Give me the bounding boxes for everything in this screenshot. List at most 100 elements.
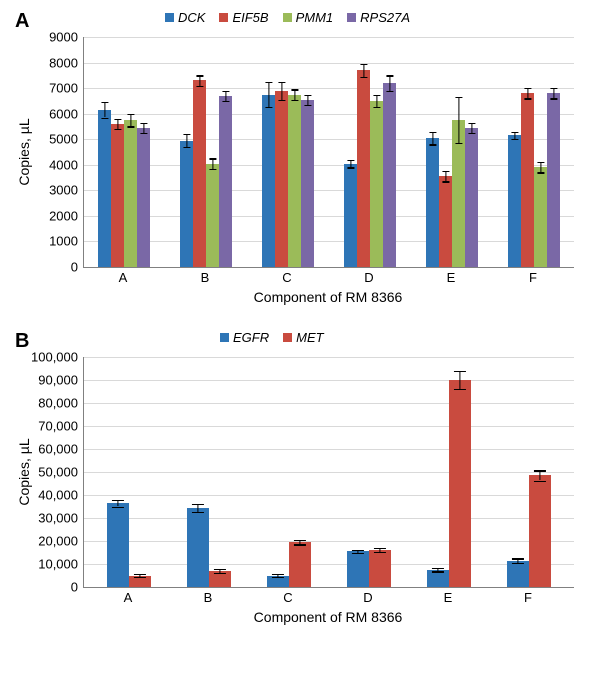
error-cap	[352, 553, 364, 554]
gridline	[84, 495, 574, 496]
bar	[383, 83, 396, 267]
error-cap	[112, 500, 124, 501]
error-cap	[140, 133, 147, 134]
y-tick-label: 30,000	[38, 511, 84, 526]
y-tick-label: 5000	[49, 132, 84, 147]
error-cap	[374, 552, 386, 553]
bar	[547, 93, 560, 267]
error-cap	[432, 568, 444, 569]
error-cap	[537, 162, 544, 163]
error-cap	[442, 171, 449, 172]
error-cap	[291, 89, 298, 90]
legend-text: MET	[296, 330, 323, 345]
error-bar	[186, 134, 187, 147]
error-cap	[101, 102, 108, 103]
bar	[465, 128, 478, 267]
error-cap	[534, 481, 546, 482]
bar	[98, 110, 111, 267]
bar	[507, 561, 529, 587]
error-cap	[214, 569, 226, 570]
error-cap	[134, 577, 146, 578]
x-axis-title: Component of RM 8366	[83, 289, 573, 305]
legend: EGFR MET	[220, 330, 324, 345]
gridline	[84, 63, 574, 64]
error-cap	[196, 86, 203, 87]
error-cap	[442, 181, 449, 182]
error-cap	[272, 574, 284, 575]
x-category-label: A	[119, 270, 128, 285]
bar	[180, 141, 193, 268]
y-tick-label: 8000	[49, 55, 84, 70]
error-cap	[347, 160, 354, 161]
error-cap	[454, 371, 466, 372]
error-cap	[222, 101, 229, 102]
legend-item: RPS27A	[347, 10, 410, 25]
error-cap	[429, 144, 436, 145]
bar	[508, 135, 521, 267]
x-axis-title: Component of RM 8366	[83, 609, 573, 625]
error-cap	[429, 132, 436, 133]
y-tick-label: 0	[71, 580, 84, 595]
x-category-label: D	[363, 590, 372, 605]
error-cap	[192, 512, 204, 513]
error-bar	[130, 114, 131, 127]
error-cap	[454, 389, 466, 390]
error-cap	[511, 139, 518, 140]
y-tick-label: 40,000	[38, 488, 84, 503]
panel-b: B EGFRMET010,00020,00030,00040,00050,000…	[15, 330, 590, 625]
error-cap	[294, 540, 306, 541]
error-cap	[101, 118, 108, 119]
bar	[301, 100, 314, 267]
error-cap	[291, 100, 298, 101]
gridline	[84, 541, 574, 542]
error-bar	[212, 158, 213, 168]
gridline	[84, 241, 574, 242]
legend-text: PMM1	[296, 10, 334, 25]
x-category-label: F	[529, 270, 537, 285]
legend-item: EGFR	[220, 330, 269, 345]
x-category-label: E	[444, 590, 453, 605]
bar	[187, 508, 209, 587]
gridline	[84, 403, 574, 404]
error-cap	[294, 544, 306, 545]
y-tick-label: 2000	[49, 208, 84, 223]
plot-area: 0100020003000400050006000700080009000Cop…	[83, 37, 574, 268]
bar	[275, 91, 288, 267]
error-cap	[183, 134, 190, 135]
error-cap	[209, 169, 216, 170]
bar	[262, 95, 275, 268]
error-cap	[183, 147, 190, 148]
error-cap	[347, 167, 354, 168]
x-category-label: F	[524, 590, 532, 605]
error-cap	[278, 100, 285, 101]
error-bar	[268, 82, 269, 108]
error-cap	[386, 91, 393, 92]
error-cap	[455, 97, 462, 98]
y-tick-label: 60,000	[38, 442, 84, 457]
error-bar	[225, 91, 226, 101]
x-labels: ABCDEF	[83, 268, 573, 286]
gridline	[84, 426, 574, 427]
error-bar	[104, 102, 105, 117]
legend-swatch	[219, 13, 228, 22]
gridline	[84, 564, 574, 565]
bar	[289, 542, 311, 587]
error-cap	[278, 82, 285, 83]
error-cap	[127, 126, 134, 127]
x-category-label: E	[447, 270, 456, 285]
gridline	[84, 216, 574, 217]
error-bar	[197, 504, 198, 512]
gridline	[84, 88, 574, 89]
legend: DCKEIF5BPMM1RPS27A	[165, 10, 410, 25]
gridline	[84, 380, 574, 381]
legend-text: RPS27A	[360, 10, 410, 25]
bar	[529, 475, 551, 587]
y-tick-label: 3000	[49, 183, 84, 198]
bar	[369, 550, 391, 587]
gridline	[84, 449, 574, 450]
legend-swatch	[220, 333, 229, 342]
y-tick-label: 20,000	[38, 534, 84, 549]
bar	[426, 138, 439, 267]
error-cap	[512, 558, 524, 559]
panel-a-label: A	[15, 10, 29, 33]
